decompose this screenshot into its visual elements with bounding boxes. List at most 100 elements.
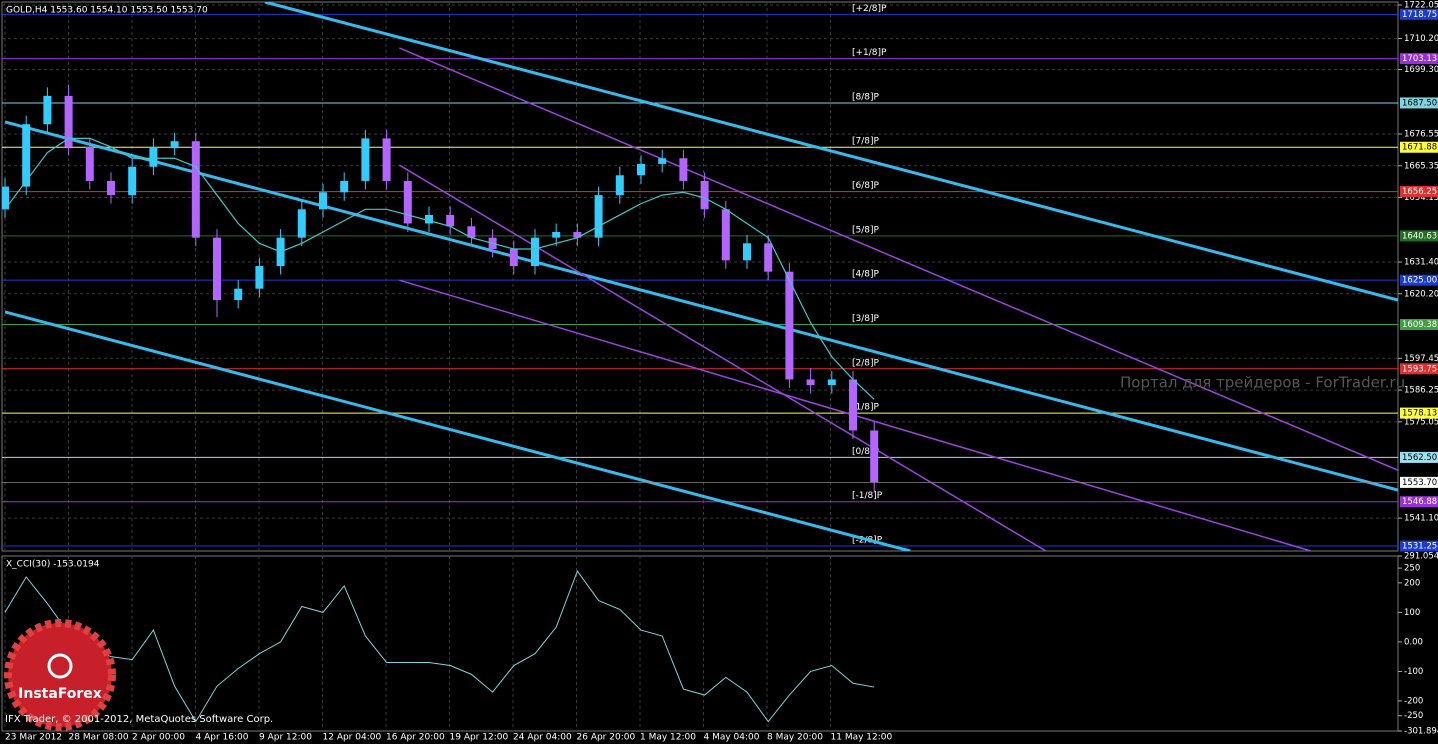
level-price-label: 1656.25 (1402, 187, 1437, 197)
y-tick-label: 1620.20 (1404, 289, 1438, 299)
candle-body (552, 231, 561, 238)
candle-body (467, 226, 476, 238)
y-tick-label: 1722.05 (1404, 0, 1438, 10)
logo: InstaForex (4, 619, 116, 731)
y-tick-label: -250 (1404, 711, 1423, 721)
copyright: IFX Trader, © 2001-2012, MetaQuotes Soft… (5, 714, 273, 725)
trendline (4, 310, 911, 551)
candle-body (85, 146, 94, 181)
level-price-label: 1578.13 (1402, 409, 1437, 419)
level-price-box (1400, 97, 1438, 109)
level-price-box (1400, 407, 1438, 419)
level-price-label: 1687.50 (1402, 98, 1437, 108)
candle-body (403, 180, 412, 224)
cci-line (4, 570, 875, 723)
main-plot: [+2/8]P [+1/8]P [8/8]P [7/8]P [6/8]P [5/8]P [4… (2, 2, 1398, 551)
candle-body (64, 95, 73, 147)
candle-body (234, 288, 243, 301)
y-tick-label: 0.00 (1404, 637, 1423, 647)
x-tick-label: 28 Mar 08:00 (69, 733, 129, 743)
level-name: [5/8]P (852, 225, 880, 235)
level-price-label: 1671.88 (1402, 143, 1437, 153)
level-price-label: 1609.38 (1402, 320, 1437, 330)
candle-body (679, 158, 688, 181)
watermark: Портал для трейдеров - ForTrader.ru (1120, 374, 1405, 392)
logo-icon (47, 653, 73, 679)
candle-body (721, 209, 730, 261)
y-tick-label: 1676.55 (1404, 130, 1438, 140)
level-name: [1/8]P (852, 403, 880, 413)
x-tick-label: 23 Mar 2012 (5, 733, 62, 743)
y-tick-label: 291.054 (1404, 552, 1438, 562)
x-tick-label: 16 Apr 20:00 (386, 733, 445, 743)
candle-body (594, 195, 603, 238)
level-name: [-1/8]P (852, 491, 883, 501)
candle-body (361, 138, 370, 181)
level-name: [2/8]P (852, 358, 880, 368)
y-tick-label: 1710.20 (1404, 34, 1438, 44)
trendline (398, 164, 1047, 551)
level-price-box (1400, 53, 1438, 65)
x-tick-label: 8 May 20:00 (767, 733, 823, 743)
candle-body (764, 243, 773, 272)
candle-body (107, 180, 115, 196)
x-tick-label: 9 Apr 12:00 (259, 733, 312, 743)
candle-body (446, 214, 455, 227)
x-tick-label: 24 Apr 04:00 (513, 733, 572, 743)
candle-body (170, 141, 179, 147)
level-price-label: 1625.00 (1402, 276, 1437, 286)
x-tick-label: 4 May 04:00 (704, 733, 760, 743)
x-tick-label: 19 Apr 12:00 (450, 733, 509, 743)
logo-text: InstaForex (18, 686, 102, 702)
level-name: [+2/8]P (852, 4, 887, 14)
candle-body (849, 379, 857, 431)
level-price-label: 1546.88 (1402, 497, 1437, 507)
candle-body (425, 214, 433, 224)
current-price-label: 1553.70 (1402, 478, 1437, 488)
axis-layer: 1722.05 1710.20 1699.30 1676.55 1665.35 1654.… (5, 0, 1438, 743)
trendline (264, 2, 1398, 302)
candle-body (785, 271, 794, 380)
x-tick-label: 2 Apr 00:00 (132, 733, 185, 743)
candle-body (382, 138, 391, 181)
y-tick-label: -301.894 (1404, 727, 1438, 737)
y-tick-label: 200 (1404, 578, 1420, 588)
x-tick-label: 11 May 12:00 (831, 733, 893, 743)
y-tick-label: 1654.15 (1404, 193, 1438, 203)
y-tick-label: 1541.10 (1404, 514, 1438, 524)
y-tick-label: -100 (1404, 667, 1423, 677)
x-tick-label: 4 Apr 16:00 (196, 733, 249, 743)
level-price-box (1400, 8, 1438, 20)
candle-body (128, 166, 137, 196)
y-tick-label: 1631.40 (1404, 258, 1438, 268)
candle-body (658, 158, 667, 164)
level-price-label: 1703.13 (1402, 54, 1437, 64)
level-name: [+1/8]P (852, 48, 887, 58)
candle-body (297, 209, 306, 238)
y-tick-label: 1665.35 (1404, 161, 1438, 171)
candle-body (806, 379, 815, 386)
indicator-title: X_CCI(30) -153.0194 (6, 560, 100, 570)
level-name: [6/8]P (852, 181, 880, 191)
y-tick-label: 1575.05 (1404, 417, 1438, 427)
level-price-label: 1593.75 (1402, 364, 1437, 374)
level-price-box (1400, 540, 1438, 552)
x-tick-label: 1 May 12:00 (640, 733, 696, 743)
y-tick-label: 1699.30 (1404, 65, 1438, 75)
candle-body (213, 237, 221, 301)
candle-body (43, 95, 52, 125)
candle-body (870, 430, 879, 483)
current-price-box (1400, 476, 1438, 488)
candle-body (743, 243, 751, 261)
candle-body (573, 231, 582, 238)
chart-title: GOLD,H4 1553.60 1554.10 1553.50 1553.70 (6, 6, 208, 16)
level-price-box (1400, 363, 1438, 375)
x-tick-label: 12 Apr 04:00 (323, 733, 382, 743)
level-price-box (1400, 274, 1438, 286)
level-name: [8/8]P (852, 92, 880, 102)
candle-body (319, 192, 327, 210)
trendline (4, 120, 1398, 492)
level-price-label: 1562.50 (1402, 453, 1437, 463)
level-price-box (1400, 318, 1438, 330)
